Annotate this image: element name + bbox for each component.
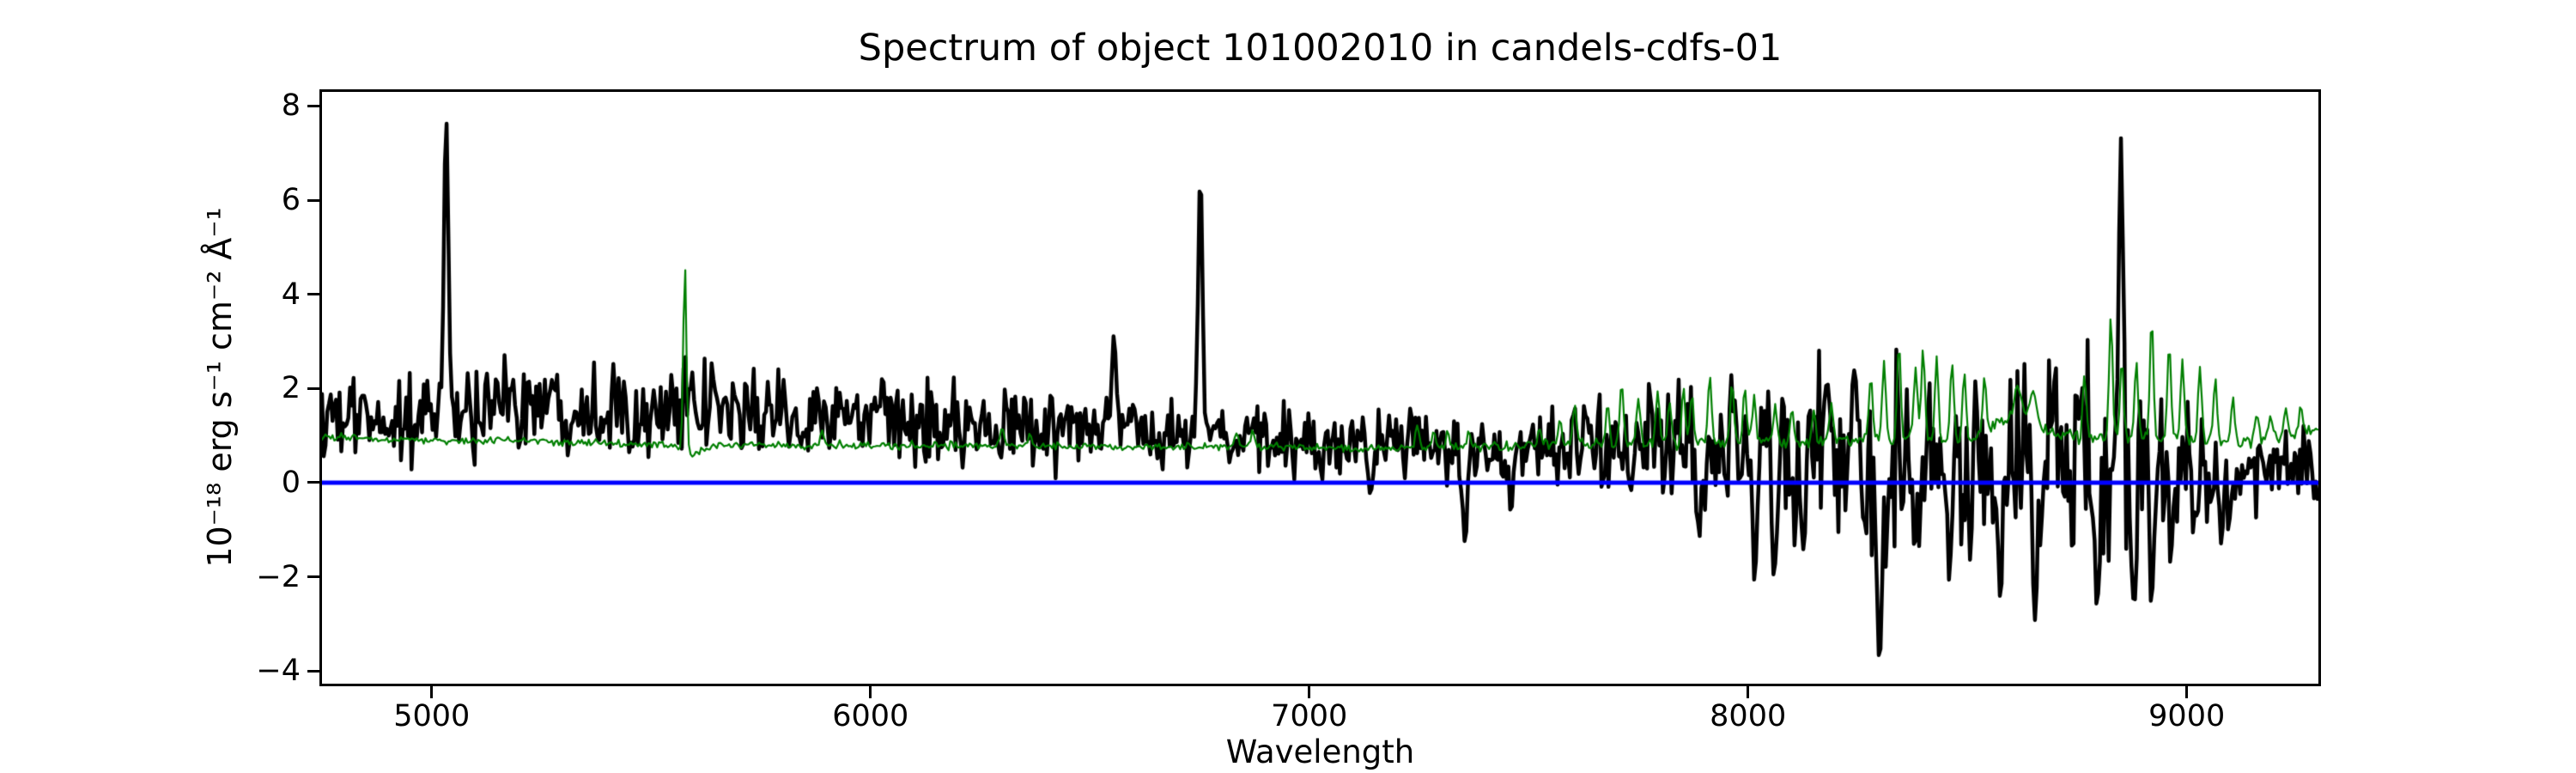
y-tick-label: 4: [281, 277, 301, 312]
x-tick-label: 6000: [832, 699, 909, 733]
y-tick-label: −4: [256, 654, 301, 689]
y-tick-mark: [307, 386, 319, 390]
x-tick-mark: [2185, 686, 2189, 698]
y-tick-label: 2: [281, 371, 301, 406]
y-tick-label: 0: [281, 465, 301, 500]
y-tick-mark: [307, 575, 319, 579]
x-tick-label: 8000: [1710, 699, 1787, 733]
y-tick-mark: [307, 293, 319, 296]
y-tick-mark: [307, 669, 319, 673]
x-tick-label: 5000: [393, 699, 471, 733]
x-tick-mark: [430, 686, 434, 698]
y-tick-label: 6: [281, 183, 301, 218]
y-tick-mark: [307, 481, 319, 484]
x-tick-mark: [1747, 686, 1750, 698]
y-tick-mark: [307, 104, 319, 107]
x-tick-mark: [869, 686, 872, 698]
x-tick-mark: [1308, 686, 1311, 698]
chart-title: Spectrum of object 101002010 in candels-…: [858, 27, 1783, 70]
plot-canvas: [322, 92, 2318, 684]
y-tick-mark: [307, 198, 319, 202]
x-tick-label: 7000: [1271, 699, 1348, 733]
x-tick-label: 9000: [2148, 699, 2226, 733]
y-tick-label: −2: [256, 559, 301, 594]
x-axis-label: Wavelength: [1225, 733, 1415, 770]
y-tick-label: 8: [281, 88, 301, 124]
